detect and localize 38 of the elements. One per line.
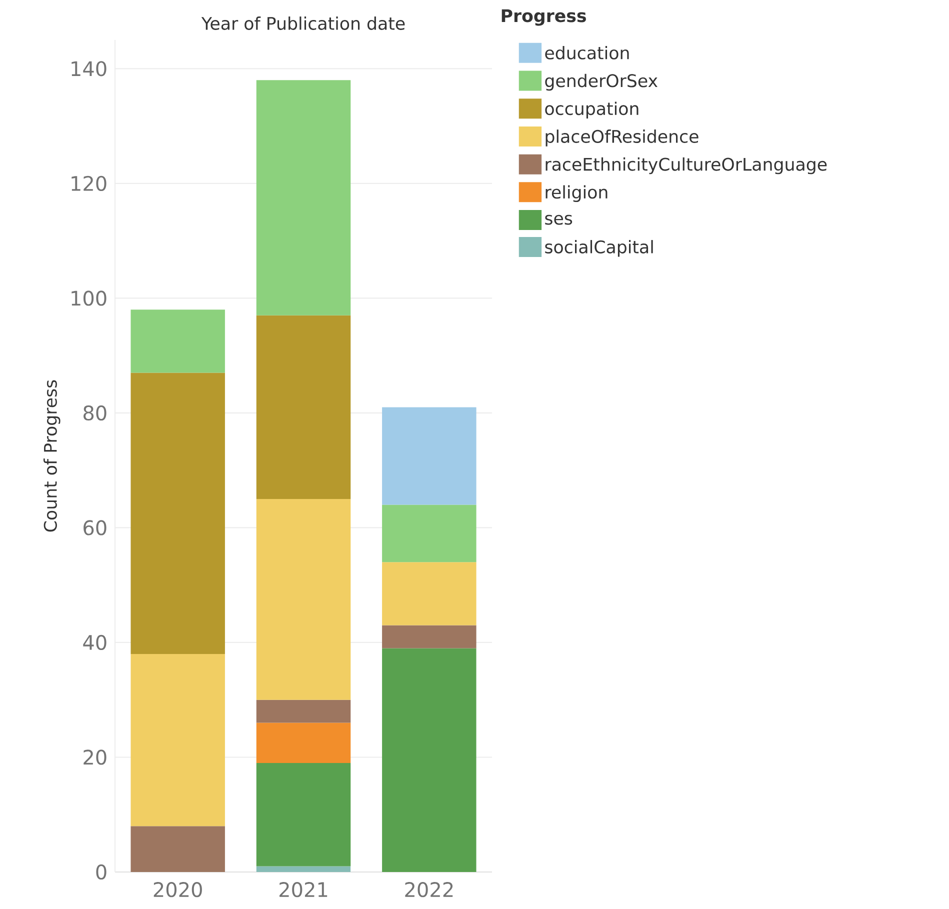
x-tick-label: 2022 [405,882,453,898]
bar [256,499,351,700]
bar [382,562,476,626]
bar [256,80,351,316]
bar [130,654,225,826]
y-tick-label: 40 [83,634,106,650]
bar [130,826,225,872]
y-tick-label: 80 [84,405,106,421]
legend-label: raceEthnicityCultureOrLanguage [546,157,827,174]
legend-label: education [545,46,629,60]
bar [256,762,351,866]
bar [382,407,476,505]
y-tick-label: 20 [84,750,106,765]
y-tick-label: 100 [72,290,106,306]
legend-label: religion [546,185,608,202]
legend-label: placeOfResidence [546,130,698,146]
bar [256,722,351,763]
bar [382,648,476,872]
x-tick-label: 2020 [154,882,202,898]
x-tick-label: 2021 [280,882,328,898]
bar [130,372,225,654]
bar [382,625,476,648]
bar [256,700,351,723]
y-axis-title: Count of Progress [44,380,60,532]
legend-label: occupation [545,102,638,118]
bar [130,310,225,373]
legend-label: genderOrSex [545,74,658,91]
bar [382,504,476,562]
y-tick-label: 0 [96,864,106,880]
legend-label: ses [545,214,572,225]
y-tick-label: 60 [84,520,106,536]
y-tick-label: 120 [72,176,106,192]
legend-title: Progress [502,9,586,26]
chart-title: Year of Publication date [201,16,405,30]
bar [256,866,351,872]
bar [256,315,351,500]
legend-label: socialCapital [545,240,653,257]
y-tick-label: 140 [72,61,106,76]
